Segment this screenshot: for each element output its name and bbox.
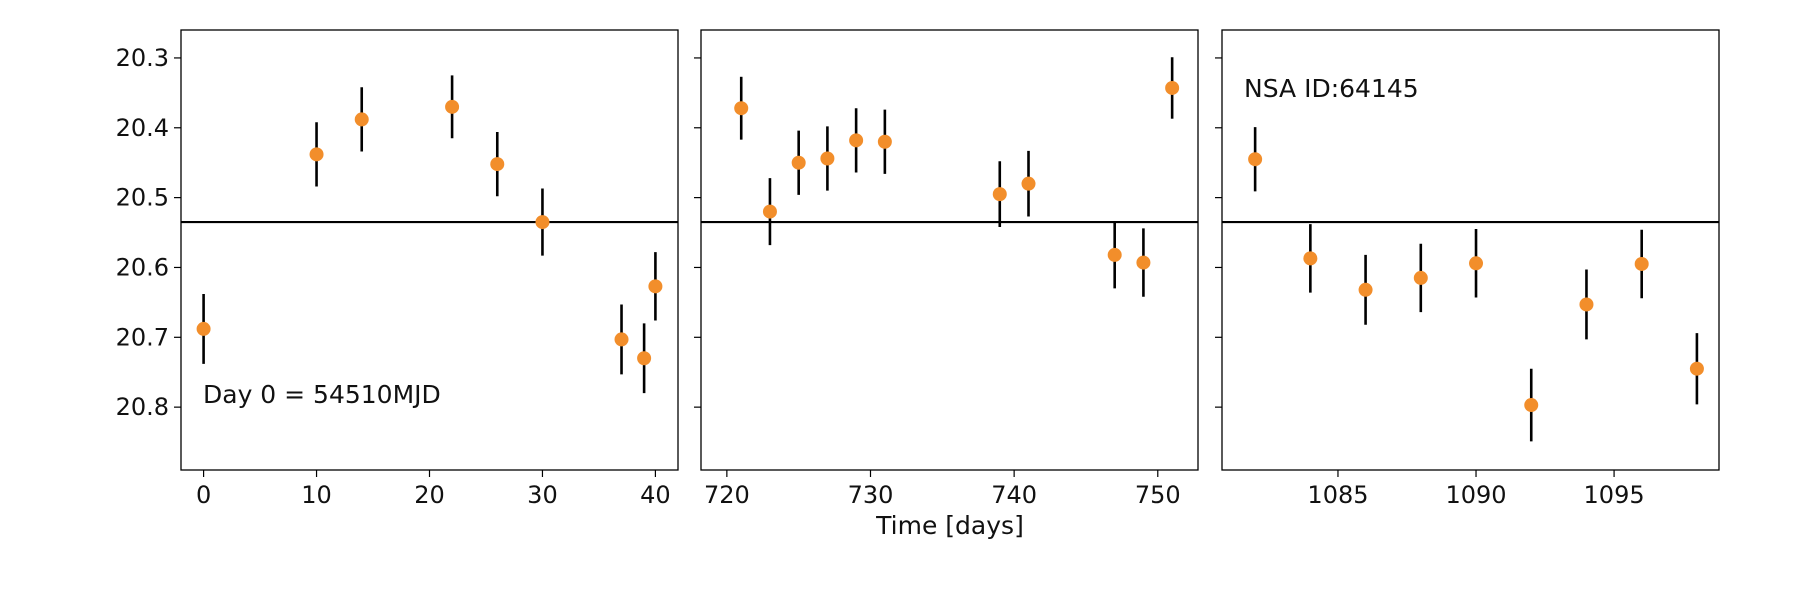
- data-point: [445, 99, 460, 114]
- y-tick-label: 20.8: [116, 393, 169, 421]
- x-tick-label: 30: [527, 481, 558, 509]
- data-point: [849, 133, 864, 148]
- x-tick-label: 1085: [1307, 481, 1368, 509]
- y-tick-label: 20.7: [116, 323, 169, 351]
- x-tick-label: 1095: [1584, 481, 1645, 509]
- day-zero-annotation: Day 0 = 54510MJD: [203, 380, 441, 409]
- data-point: [490, 157, 505, 172]
- nsa-id-annotation: NSA ID:64145: [1244, 74, 1419, 103]
- data-point: [1469, 256, 1484, 271]
- x-tick-label: 40: [640, 481, 671, 509]
- panel-2-frame: [700, 29, 1199, 471]
- data-point: [762, 204, 777, 219]
- data-point: [1165, 80, 1180, 95]
- data-point: [637, 351, 652, 366]
- data-point: [1689, 361, 1704, 376]
- data-point: [1107, 247, 1122, 262]
- data-point: [1136, 255, 1151, 270]
- x-tick-label: 740: [991, 481, 1037, 509]
- data-point: [734, 101, 749, 116]
- y-tick-label: 20.6: [116, 253, 169, 281]
- data-point: [820, 151, 835, 166]
- data-point: [614, 332, 629, 347]
- data-point: [196, 321, 211, 336]
- x-tick-label: 1090: [1445, 481, 1506, 509]
- x-tick-label: 750: [1135, 481, 1181, 509]
- y-tick-label: 20.5: [116, 184, 169, 212]
- data-point: [535, 215, 550, 230]
- data-point: [1579, 297, 1594, 312]
- y-tick-label: 20.3: [116, 44, 169, 72]
- x-tick-label: 720: [704, 481, 750, 509]
- x-tick-label: 10: [301, 481, 332, 509]
- x-tick-label: 0: [196, 481, 211, 509]
- y-tick-label: 20.4: [116, 114, 169, 142]
- data-point: [1248, 152, 1263, 167]
- data-point: [791, 155, 806, 170]
- data-point: [1524, 398, 1539, 413]
- data-point: [648, 279, 663, 294]
- data-point: [1413, 270, 1428, 285]
- x-tick-label: 20: [414, 481, 445, 509]
- data-point: [1303, 251, 1318, 266]
- data-point: [877, 134, 892, 149]
- data-point: [1021, 176, 1036, 191]
- panel-3-frame: [1221, 29, 1720, 471]
- data-point: [1358, 282, 1373, 297]
- data-point: [354, 112, 369, 127]
- x-tick-label: 730: [848, 481, 894, 509]
- data-point: [309, 147, 324, 162]
- data-point: [992, 187, 1007, 202]
- x-axis-title: Time [days]: [875, 511, 1024, 540]
- data-point: [1634, 256, 1649, 271]
